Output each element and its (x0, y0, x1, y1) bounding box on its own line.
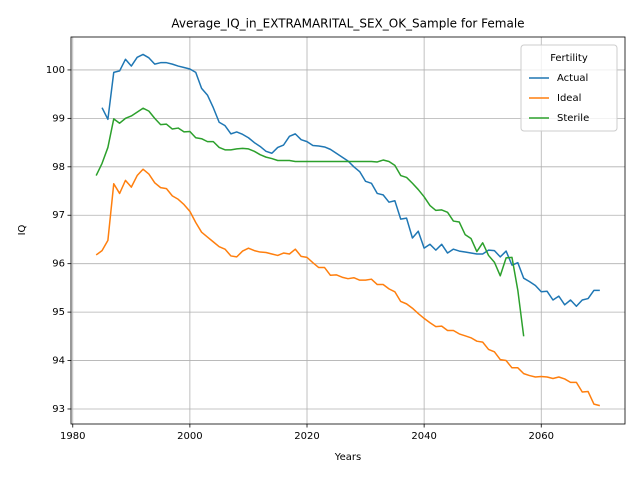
y-tick-label: 98 (52, 162, 65, 173)
x-tick-label: 1980 (60, 431, 85, 442)
x-tick-label: 2040 (411, 431, 436, 442)
line-series (101, 53, 600, 308)
legend-label: Sterile (557, 113, 589, 124)
x-tick-label: 2000 (177, 431, 202, 442)
y-tick-label: 97 (52, 210, 65, 221)
legend-label: Ideal (557, 93, 581, 104)
y-tick-label: 94 (52, 356, 65, 367)
legend-label: Actual (557, 73, 588, 84)
line-series (95, 107, 525, 337)
plot-frame (70, 36, 626, 425)
y-tick-label: 96 (52, 259, 65, 270)
legend-box (520, 44, 618, 132)
y-tick-label: 99 (52, 113, 65, 124)
y-tick-label: 93 (52, 404, 65, 415)
y-tick-label: 95 (52, 307, 65, 318)
x-tick-label: 2020 (294, 431, 319, 442)
line-series (95, 168, 601, 407)
chart-title: Average_IQ_in_EXTRAMARITAL_SEX_OK_Sample… (171, 17, 524, 31)
legend-title: Fertility (550, 53, 588, 64)
y-axis-label: IQ (17, 224, 28, 235)
x-tick-label: 2060 (529, 431, 554, 442)
y-tick-label: 100 (46, 65, 65, 76)
x-axis-label: Years (334, 452, 361, 463)
